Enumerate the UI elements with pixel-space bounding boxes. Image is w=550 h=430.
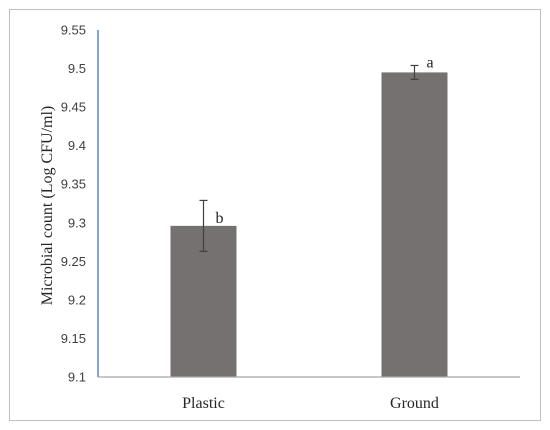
- significance-letters: ba: [216, 54, 434, 226]
- significance-letter-ground: a: [427, 54, 434, 71]
- y-tick-label: 9.35: [61, 177, 86, 192]
- category-labels: Plastic Ground: [182, 395, 439, 412]
- y-tick-labels: 9.1 9.15 9.2 9.25 9.3 9.35 9.4 9.45 9.5 9.55: [61, 23, 86, 385]
- significance-letter-plastic: b: [216, 210, 224, 227]
- bar-ground: [381, 72, 448, 378]
- y-tick-label: 9.5: [68, 61, 86, 76]
- bars: [170, 72, 448, 378]
- y-tick-label: 9.4: [68, 138, 86, 153]
- y-tick-label: 9.45: [61, 100, 86, 115]
- y-tick-label: 9.2: [68, 292, 86, 307]
- category-label-ground: Ground: [390, 395, 439, 412]
- y-tick-label: 9.1: [68, 370, 86, 385]
- error-bar-ground: [410, 64, 419, 80]
- error-bars: [199, 64, 419, 252]
- y-tick-label: 9.25: [61, 254, 86, 269]
- y-tick-label: 9.15: [61, 331, 86, 346]
- error-bar-plastic: [199, 199, 208, 252]
- y-axis-label: Microbial count (Log CFU/ml): [39, 106, 56, 306]
- category-label-plastic: Plastic: [182, 395, 225, 412]
- y-tick-label: 9.55: [61, 23, 86, 38]
- y-tick-label: 9.3: [68, 215, 86, 230]
